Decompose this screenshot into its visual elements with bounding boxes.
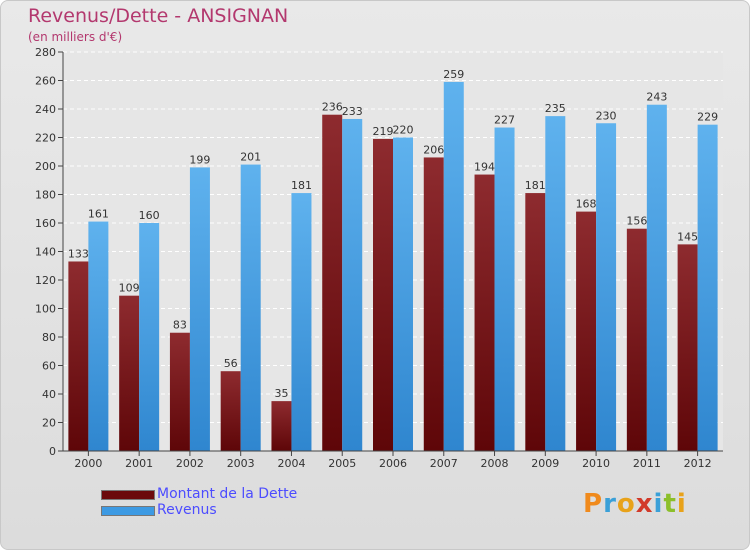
data-label-revenus: 233 (342, 105, 363, 118)
logo-letter: i (676, 489, 687, 519)
y-tick-label: 0 (49, 445, 56, 458)
logo-letter: x (635, 489, 654, 519)
bar-dette (474, 174, 495, 452)
x-tick-label: 2010 (582, 457, 610, 470)
bar-revenus (240, 164, 261, 451)
bar-dette (373, 138, 393, 452)
data-label-dette: 181 (525, 179, 546, 192)
logo-letter: r (603, 489, 617, 519)
data-label-revenus: 161 (88, 208, 109, 221)
proxiti-logo: Proxiti (583, 489, 687, 519)
x-tick-label: 2003 (227, 457, 255, 470)
y-tick-label: 260 (35, 75, 56, 88)
data-label-dette: 35 (274, 387, 288, 400)
y-tick-label: 200 (35, 160, 56, 173)
x-tick-label: 2009 (531, 457, 559, 470)
bar-dette (525, 193, 546, 451)
data-label-revenus: 181 (291, 179, 312, 192)
bar-dette (677, 244, 698, 451)
bar-dette (423, 157, 444, 451)
bars-layer (68, 81, 718, 452)
labels-layer: 133 161 109 160 83 199 56 201 35 181 236 233 219 220 2… (68, 68, 718, 400)
bar-dette (119, 295, 140, 451)
x-tick-label: 2006 (379, 457, 407, 470)
axis-layer: 0 20 40 60 80 100 120 140 160 180 200 220 240 260 280 2… (35, 46, 723, 470)
y-tick-label: 220 (35, 132, 56, 145)
bar-dette (169, 332, 190, 451)
data-label-revenus: 160 (139, 209, 160, 222)
x-tick-label: 2012 (684, 457, 712, 470)
y-tick-label: 120 (35, 274, 56, 287)
bar-dette (626, 228, 647, 451)
y-tick-label: 20 (42, 417, 56, 430)
y-tick-label: 40 (42, 388, 56, 401)
data-label-revenus: 227 (494, 114, 515, 127)
data-label-revenus: 220 (393, 124, 414, 137)
chart-subtitle: (en milliers d'€) (28, 30, 123, 44)
bar-revenus (443, 81, 464, 452)
x-tick-label: 2005 (328, 457, 356, 470)
bar-dette (322, 114, 343, 451)
bar-dette (220, 371, 241, 451)
data-label-revenus: 230 (596, 109, 617, 122)
x-tick-label: 2004 (277, 457, 305, 470)
data-label-revenus: 243 (646, 91, 667, 104)
logo-letter: t (663, 489, 677, 519)
x-tick-label: 2007 (430, 457, 458, 470)
legend-swatch-revenus (101, 506, 155, 516)
bar-revenus (189, 167, 210, 452)
y-tick-label: 140 (35, 246, 56, 259)
bar-dette (68, 261, 89, 451)
bar-revenus (596, 123, 617, 451)
data-label-dette: 56 (224, 357, 238, 370)
bar-revenus (494, 127, 515, 452)
data-label-dette: 206 (423, 143, 444, 156)
bar-revenus (646, 104, 667, 451)
data-label-dette: 109 (119, 282, 140, 295)
bar-revenus (545, 116, 566, 451)
bar-revenus (393, 137, 413, 451)
chart-title: Revenus/Dette - ANSIGNAN (28, 5, 289, 27)
bar-dette (576, 211, 597, 451)
bar-revenus (697, 124, 718, 452)
y-tick-label: 80 (42, 331, 56, 344)
y-tick-label: 240 (35, 103, 56, 116)
bar-revenus (342, 118, 363, 451)
data-label-dette: 156 (626, 215, 647, 228)
data-label-revenus: 259 (443, 68, 464, 81)
logo-letter: o (616, 489, 636, 519)
y-tick-label: 280 (35, 46, 56, 59)
bar-revenus (139, 223, 160, 451)
y-tick-label: 60 (42, 360, 56, 373)
data-label-dette: 168 (576, 198, 597, 211)
bar-dette (271, 401, 292, 451)
legend-swatch-dette (101, 490, 155, 500)
x-tick-label: 2011 (633, 457, 661, 470)
bar-revenus (291, 193, 312, 451)
data-label-dette: 145 (677, 230, 698, 243)
x-tick-label: 2008 (481, 457, 509, 470)
legend-label-revenus: Revenus (157, 502, 217, 518)
y-tick-label: 160 (35, 217, 56, 230)
data-label-dette: 83 (173, 319, 187, 332)
data-label-revenus: 235 (545, 102, 566, 115)
x-tick-label: 2001 (125, 457, 153, 470)
data-label-revenus: 201 (240, 151, 261, 164)
legend-label-dette: Montant de la Dette (157, 486, 298, 502)
x-tick-label: 2002 (176, 457, 204, 470)
data-label-dette: 236 (322, 101, 343, 114)
data-label-dette: 219 (373, 125, 394, 138)
y-tick-label: 180 (35, 189, 56, 202)
data-label-dette: 194 (474, 161, 495, 174)
data-label-revenus: 199 (189, 153, 210, 166)
y-tick-label: 100 (35, 303, 56, 316)
x-tick-label: 2000 (74, 457, 102, 470)
logo-letter: P (583, 489, 604, 519)
logo-letter: i (653, 489, 664, 519)
data-label-revenus: 229 (697, 111, 718, 124)
data-label-dette: 133 (68, 247, 89, 260)
bar-revenus (88, 221, 109, 451)
